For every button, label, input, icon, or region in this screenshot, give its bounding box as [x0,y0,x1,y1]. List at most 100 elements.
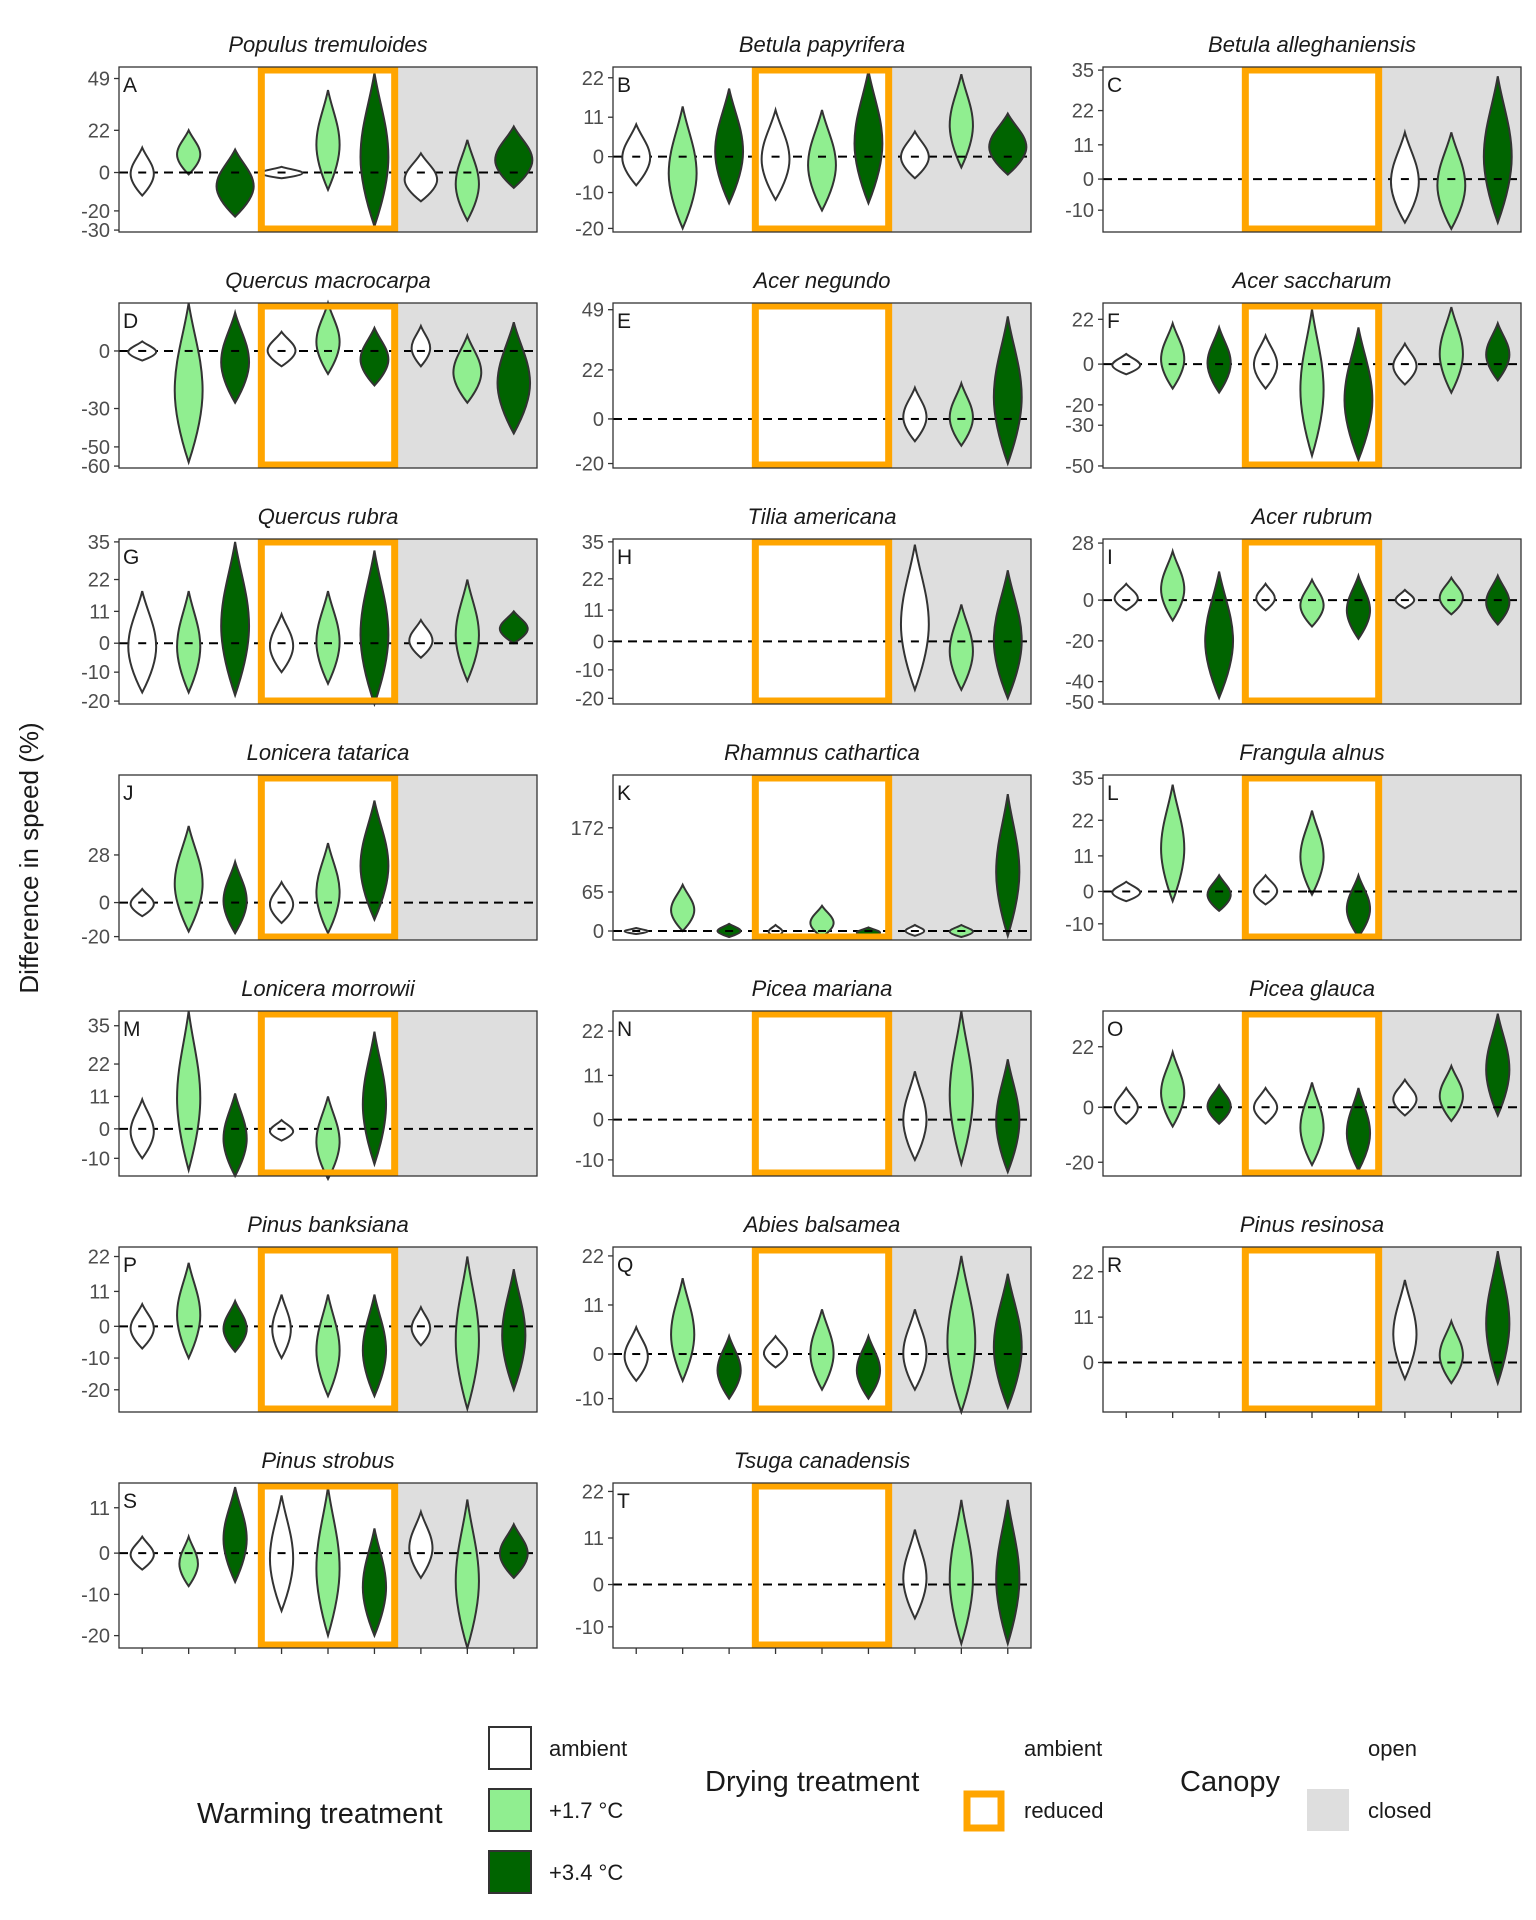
panel-t: 22 11 0 -10 T Tsuga canadensis [575,1448,1032,1654]
panel-letter: H [617,546,632,569]
y-tick-label: 35 [88,532,110,554]
y-tick-label: -20 [81,1380,110,1402]
panel-c: 35 22 11 0 -10 C Betula alleghaniensis [1065,32,1522,233]
reduced-drying-frame [257,1010,399,1177]
legend-label-warm34: +3.4 °C [549,1860,623,1885]
y-tick-label: 0 [593,921,604,943]
y-tick-label: 0 [99,633,110,655]
violin-warm17-slot5 [1299,308,1325,460]
y-tick-label: 0 [99,1543,110,1565]
y-tick-label: -20 [1065,395,1094,417]
y-tick-label: -10 [81,1584,110,1606]
violin-warm34-slot9 [992,1273,1023,1411]
violin-ambient-slot7 [1392,1279,1418,1382]
y-tick-label: 0 [1083,881,1094,903]
y-tick-label: 22 [582,1481,604,1503]
y-tick-label: 11 [583,107,604,129]
violin-warm17-slot8 [948,1499,974,1648]
y-tick-label: 11 [89,601,110,623]
y-tick-label: -10 [575,1150,604,1172]
violin-ambient-slot7 [408,1508,434,1580]
violin-warm17-slot2 [1160,1048,1186,1129]
violin-warm34-slot9 [995,1059,1021,1175]
y-tick-label: 0 [593,631,604,653]
violin-ambient-slot1 [1113,1085,1139,1126]
panel-title: Pinus resinosa [1240,1212,1384,1237]
y-tick-label: 11 [1073,135,1094,157]
violin-ambient-slot4 [762,1334,789,1369]
panel-letter: Q [617,1254,633,1277]
panel-letter: E [617,310,631,333]
y-tick-label: 0 [99,1119,110,1141]
y-tick-label: 172 [571,818,604,840]
panel-title: Tilia americana [748,504,897,529]
legend-canopy-title: Canopy [1180,1766,1280,1798]
y-tick-label: -50 [1065,692,1094,714]
violin-ambient-slot7 [902,1529,928,1621]
legend-warming: Warming treatment ambient +1.7 °C +3.4 °… [197,1726,627,1894]
panel-border [612,774,1032,941]
panel-title: Rhamnus cathartica [724,740,920,765]
y-tick-label: 35 [1072,60,1094,82]
reduced-drying-frame [751,302,893,469]
y-tick-label: 65 [582,882,604,904]
violin-warm17-slot8 [454,579,480,684]
violin-warm34-slot6 [359,800,390,923]
violin-warm17-slot2 [178,1533,199,1588]
reduced-drying-frame [257,302,399,469]
panel-border [612,302,1032,469]
y-tick-label: 11 [1073,846,1094,868]
legend-label-canopy-closed: closed [1368,1798,1432,1823]
violin-ambient-slot7 [1392,1077,1418,1117]
y-tick-label: 22 [1072,101,1094,123]
y-tick-label: 22 [1072,309,1094,331]
y-tick-label: -20 [575,218,604,240]
y-tick-label: 22 [582,569,604,591]
legend-label-drying-ambient: ambient [1024,1736,1102,1761]
panel-title: Acer rubrum [1249,504,1372,529]
panel-f: 22 0 -20-30 -50 F Acer saccharum [1065,268,1522,478]
violin-warm17-slot8 [948,380,974,448]
panel-title: Picea glauca [1249,976,1375,1001]
y-tick-label: 0 [1083,354,1094,376]
y-tick-label: -10 [575,660,604,682]
panel-border [118,538,538,705]
violin-ambient-slot1 [1113,582,1139,612]
reduced-drying-frame [1241,538,1383,705]
y-tick-label: -30 [81,220,110,242]
violin-warm34-slot6 [361,1031,388,1168]
panel-title: Populus tremuloides [228,32,427,57]
violin-ambient-slot7 [1394,588,1416,610]
y-tick-label: -10 [575,1389,604,1411]
violin-warm17-slot5 [1299,577,1325,629]
violin-warm17-slot2 [667,106,698,231]
violin-warm17-slot2 [176,1262,202,1361]
violin-warm34-slot9 [498,1521,529,1580]
y-tick-label: 0 [99,1316,110,1338]
y-tick-label: -20 [575,454,604,476]
reduced-drying-frame [257,1246,399,1413]
panel-letter: O [1107,1018,1123,1041]
violin-warm34-slot9 [496,321,532,436]
panel-k: 172 65 0 K Rhamnus cathartica [571,740,1032,943]
panel-g: 35 22 11 0 -10 -20 G Quercus rubra [81,504,538,713]
reduced-drying-frame [1241,302,1383,469]
y-tick-label: 0 [99,893,110,915]
y-tick-label: -50 [1065,456,1094,478]
y-tick-label: -20 [1065,631,1094,653]
violin-warm17-slot8 [1436,132,1467,231]
violin-warm34-slot6 [361,1294,388,1399]
y-tick-label: 22 [582,1021,604,1043]
y-tick-label: 0 [593,1110,604,1132]
legend-swatch-warm34 [488,1850,532,1894]
panel-s: 11 0 -10 -20 S Pinus strobus [81,1448,538,1654]
reduced-drying-frame [1241,1246,1383,1413]
panel-border [118,1010,538,1177]
violin-warm34-slot9 [1485,320,1511,383]
panel-title: Betula papyrifera [739,32,905,57]
panel-border [1102,774,1522,941]
violin-warm17-slot5 [315,89,341,193]
panel-title: Quercus rubra [258,504,399,529]
violin-warm17-slot8 [948,73,974,170]
